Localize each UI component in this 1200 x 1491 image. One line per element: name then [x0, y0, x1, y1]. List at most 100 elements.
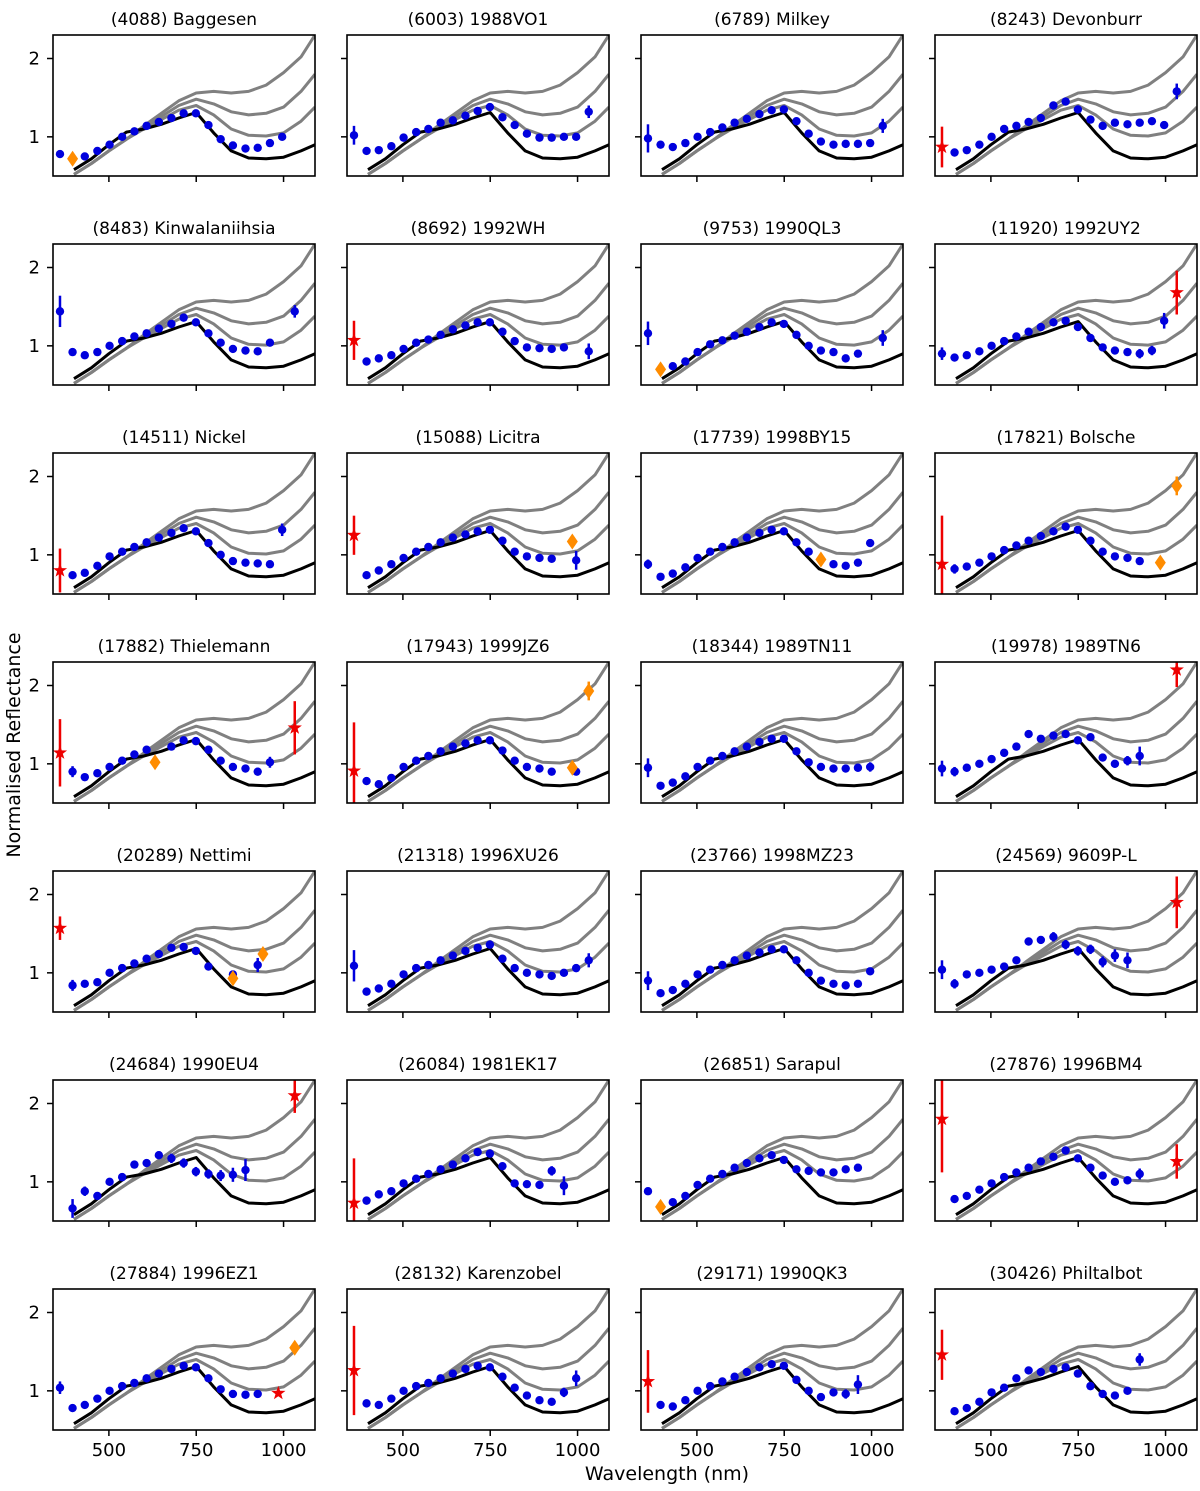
- data-point: [179, 736, 188, 745]
- data-point: [1012, 742, 1021, 751]
- data-point: [130, 127, 139, 136]
- x-tick-label: 500: [680, 1440, 714, 1461]
- data-point: [154, 117, 164, 127]
- data-point: [522, 1179, 532, 1189]
- data-point: [362, 146, 371, 156]
- data-point: [792, 747, 801, 756]
- data-point: [510, 336, 519, 346]
- flagged-star-point: [347, 332, 362, 347]
- panel: (9753) 1990QL3: [635, 219, 904, 391]
- data-point: [643, 763, 653, 772]
- flagged-diamond-point: [655, 1198, 667, 1215]
- panel-title: (27884) 1996EZ1: [109, 1264, 258, 1284]
- data-point: [461, 530, 470, 539]
- panel-frame: [346, 661, 610, 804]
- data-point: [498, 536, 507, 545]
- data-point: [975, 1185, 984, 1194]
- panel: (17943) 1999JZ6: [341, 637, 610, 809]
- data-point: [693, 132, 702, 142]
- data-point: [436, 1165, 445, 1174]
- y-tick-label: 1: [29, 545, 40, 566]
- data-point: [93, 1394, 102, 1403]
- data-point: [277, 132, 287, 142]
- data-point: [68, 767, 77, 776]
- data-point: [1024, 117, 1033, 127]
- data-point: [448, 325, 458, 334]
- y-tick-label: 2: [29, 258, 40, 279]
- data-point: [424, 542, 433, 552]
- panel-frame: [52, 243, 316, 386]
- panel-title: (17882) Thielemann: [98, 637, 271, 657]
- data-point: [522, 129, 532, 138]
- data-point: [130, 750, 139, 759]
- data-point: [535, 553, 544, 563]
- flagged-star-point: [935, 1347, 950, 1361]
- panel-title: (8243) Devonburr: [990, 10, 1142, 30]
- data-point: [718, 1169, 727, 1179]
- panel-title: (4088) Baggesen: [111, 10, 257, 30]
- data-point: [987, 552, 996, 561]
- data-point: [705, 965, 715, 974]
- data-point: [987, 1179, 996, 1188]
- template-curve-grey: [661, 700, 903, 803]
- data-point: [411, 338, 421, 347]
- flagged-diamond-point: [815, 551, 827, 568]
- data-point: [755, 1363, 764, 1372]
- data-point: [681, 138, 690, 148]
- data-point: [436, 747, 445, 756]
- data-point: [167, 1154, 176, 1163]
- data-point: [387, 142, 396, 151]
- template-curve-grey: [661, 1118, 903, 1221]
- data-point: [216, 338, 225, 347]
- panel-title: (14511) Nickel: [122, 428, 246, 448]
- data-point: [571, 1374, 581, 1383]
- data-point: [1110, 759, 1120, 769]
- plot-area: [937, 871, 1197, 1012]
- y-tick-label: 2: [29, 1094, 40, 1115]
- plot-area: [643, 871, 903, 1012]
- data-point: [730, 1372, 739, 1381]
- panel: 1 2 (8483) Kinwalaniihsia: [29, 219, 316, 391]
- data-point: [105, 341, 114, 351]
- panel: (26851) Sarapul: [635, 1055, 904, 1227]
- data-point: [841, 354, 850, 363]
- data-point: [241, 764, 250, 773]
- data-point: [80, 1400, 89, 1410]
- data-point: [804, 968, 813, 978]
- data-point: [1036, 322, 1046, 332]
- x-tick-label: 1000: [555, 1440, 601, 1461]
- template-curve-grey: [955, 1358, 1197, 1430]
- data-point: [829, 1168, 838, 1177]
- data-point: [387, 979, 396, 988]
- panel-frame: [640, 870, 904, 1013]
- y-tick-label: 1: [29, 127, 40, 148]
- data-point: [999, 545, 1009, 555]
- data-point: [179, 313, 188, 322]
- data-point: [656, 989, 665, 998]
- template-curve-grey: [73, 1327, 315, 1430]
- data-point: [755, 1154, 764, 1163]
- data-point: [142, 954, 151, 963]
- data-point: [767, 1360, 776, 1369]
- template-curve-grey: [955, 731, 1197, 803]
- template-curve-black: [661, 1365, 903, 1425]
- data-point: [80, 1187, 89, 1196]
- data-point: [362, 1399, 371, 1408]
- data-point: [510, 547, 519, 556]
- data-point: [571, 556, 581, 565]
- data-point: [522, 762, 532, 772]
- data-point: [987, 132, 996, 142]
- data-point: [681, 357, 690, 366]
- data-point: [975, 558, 984, 567]
- data-point: [767, 1151, 776, 1160]
- data-point: [792, 538, 801, 547]
- data-point: [142, 121, 151, 131]
- panel-title: (21318) 1996XU26: [397, 846, 559, 866]
- data-point: [498, 1372, 507, 1381]
- data-point: [411, 1381, 421, 1391]
- data-point: [779, 734, 789, 743]
- data-point: [216, 134, 225, 144]
- data-point: [93, 347, 102, 357]
- data-point: [668, 569, 677, 578]
